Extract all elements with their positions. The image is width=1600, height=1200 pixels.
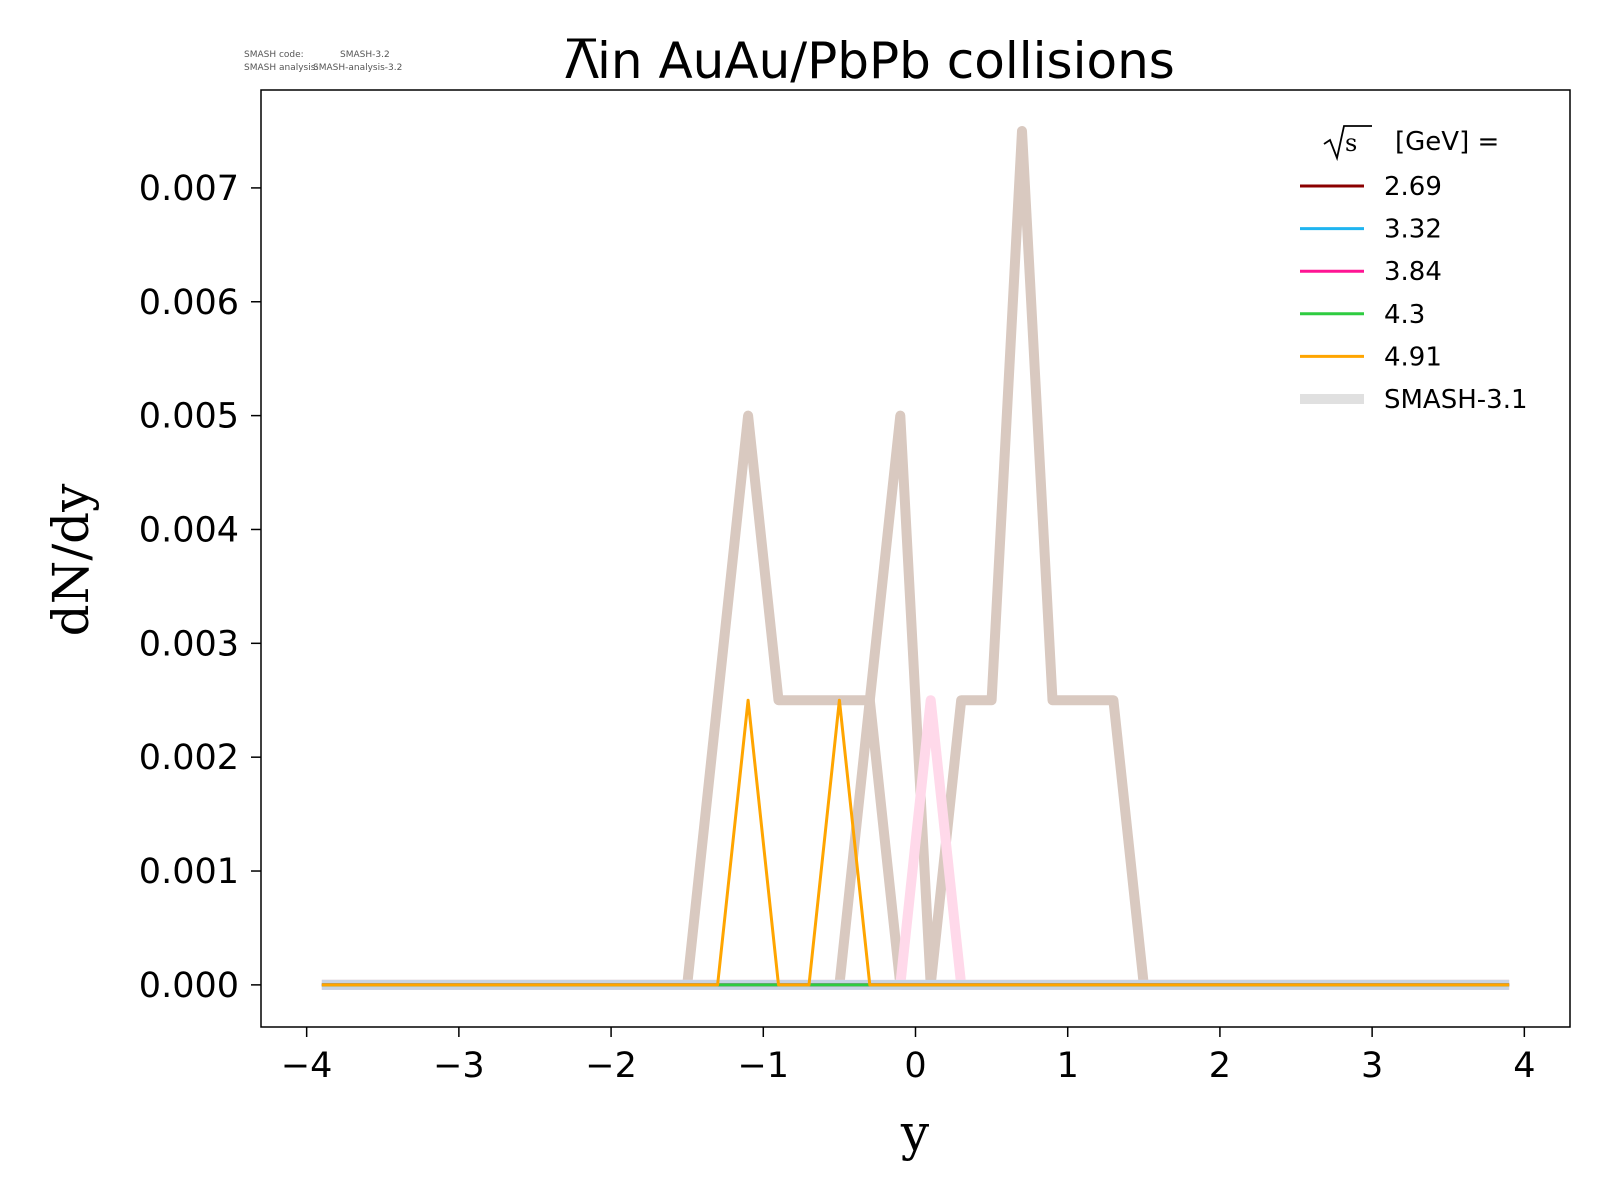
legend-entries: 2.69 3.32 3.84 4.3 4.91 SMASH-3.1 xyxy=(1300,172,1528,415)
chart-title: Λ in AuAu/PbPb collisions xyxy=(565,32,1175,90)
chart-title-rest: in AuAu/PbPb collisions xyxy=(597,32,1175,90)
smash-analysis-value: SMASH-analysis-3.2 xyxy=(313,63,402,73)
sqrt-symbol-icon xyxy=(1323,125,1372,162)
legend-title: s [GeV] = xyxy=(1323,125,1499,162)
x-tick-label: 3 xyxy=(1361,1046,1383,1086)
x-tick-label: −2 xyxy=(585,1046,637,1086)
y-tick-label: 0.001 xyxy=(139,852,239,892)
y-tick-label: 0.000 xyxy=(139,966,239,1006)
x-tick-label: 4 xyxy=(1513,1046,1535,1086)
legend-label: 4.3 xyxy=(1384,300,1425,330)
x-tick-label: −3 xyxy=(433,1046,485,1086)
legend-label: 3.84 xyxy=(1384,257,1442,287)
legend-label: 2.69 xyxy=(1384,172,1442,202)
legend-title-s: s xyxy=(1345,129,1357,157)
y-axis-label: dN/dy xyxy=(42,483,100,637)
y-tick-label: 0.004 xyxy=(139,510,239,550)
x-axis-ticks: −4 −3 −2 −1 0 1 2 3 4 xyxy=(281,1027,1535,1086)
y-tick-label: 0.006 xyxy=(139,283,239,323)
x-axis-label: y xyxy=(900,1104,930,1162)
y-tick-label: 0.002 xyxy=(139,738,239,778)
series-layer xyxy=(321,126,1510,990)
y-tick-label: 0.005 xyxy=(139,397,239,437)
y-tick-label: 0.007 xyxy=(139,169,239,209)
legend-label: 3.32 xyxy=(1384,215,1442,245)
legend-title-text: [GeV] = xyxy=(1395,127,1499,157)
x-tick-label: −4 xyxy=(281,1046,333,1086)
smash-code-value: SMASH-3.2 xyxy=(340,50,390,60)
x-tick-label: 1 xyxy=(1057,1046,1079,1086)
x-tick-label: 2 xyxy=(1209,1046,1231,1086)
y-axis-ticks: 0.000 0.001 0.002 0.003 0.004 0.005 0.006 0.007 xyxy=(139,169,261,1006)
smash-version-info: SMASH code: SMASH-3.2 SMASH analysis: SM… xyxy=(244,50,402,73)
x-tick-label: 0 xyxy=(904,1046,926,1086)
legend: s [GeV] = 2.69 3.32 3.84 4.3 4.91 SMASH-3.1 xyxy=(1300,125,1528,415)
chart-title-lambda: Λ xyxy=(565,32,599,90)
smash-code-label: SMASH code: xyxy=(244,50,304,60)
series-line-8 xyxy=(321,698,1510,987)
legend-label: 4.91 xyxy=(1384,342,1442,372)
legend-label: SMASH-3.1 xyxy=(1384,385,1528,415)
y-tick-label: 0.003 xyxy=(139,624,239,664)
x-tick-label: −1 xyxy=(737,1046,789,1086)
smash-analysis-label: SMASH analysis: xyxy=(244,63,318,73)
